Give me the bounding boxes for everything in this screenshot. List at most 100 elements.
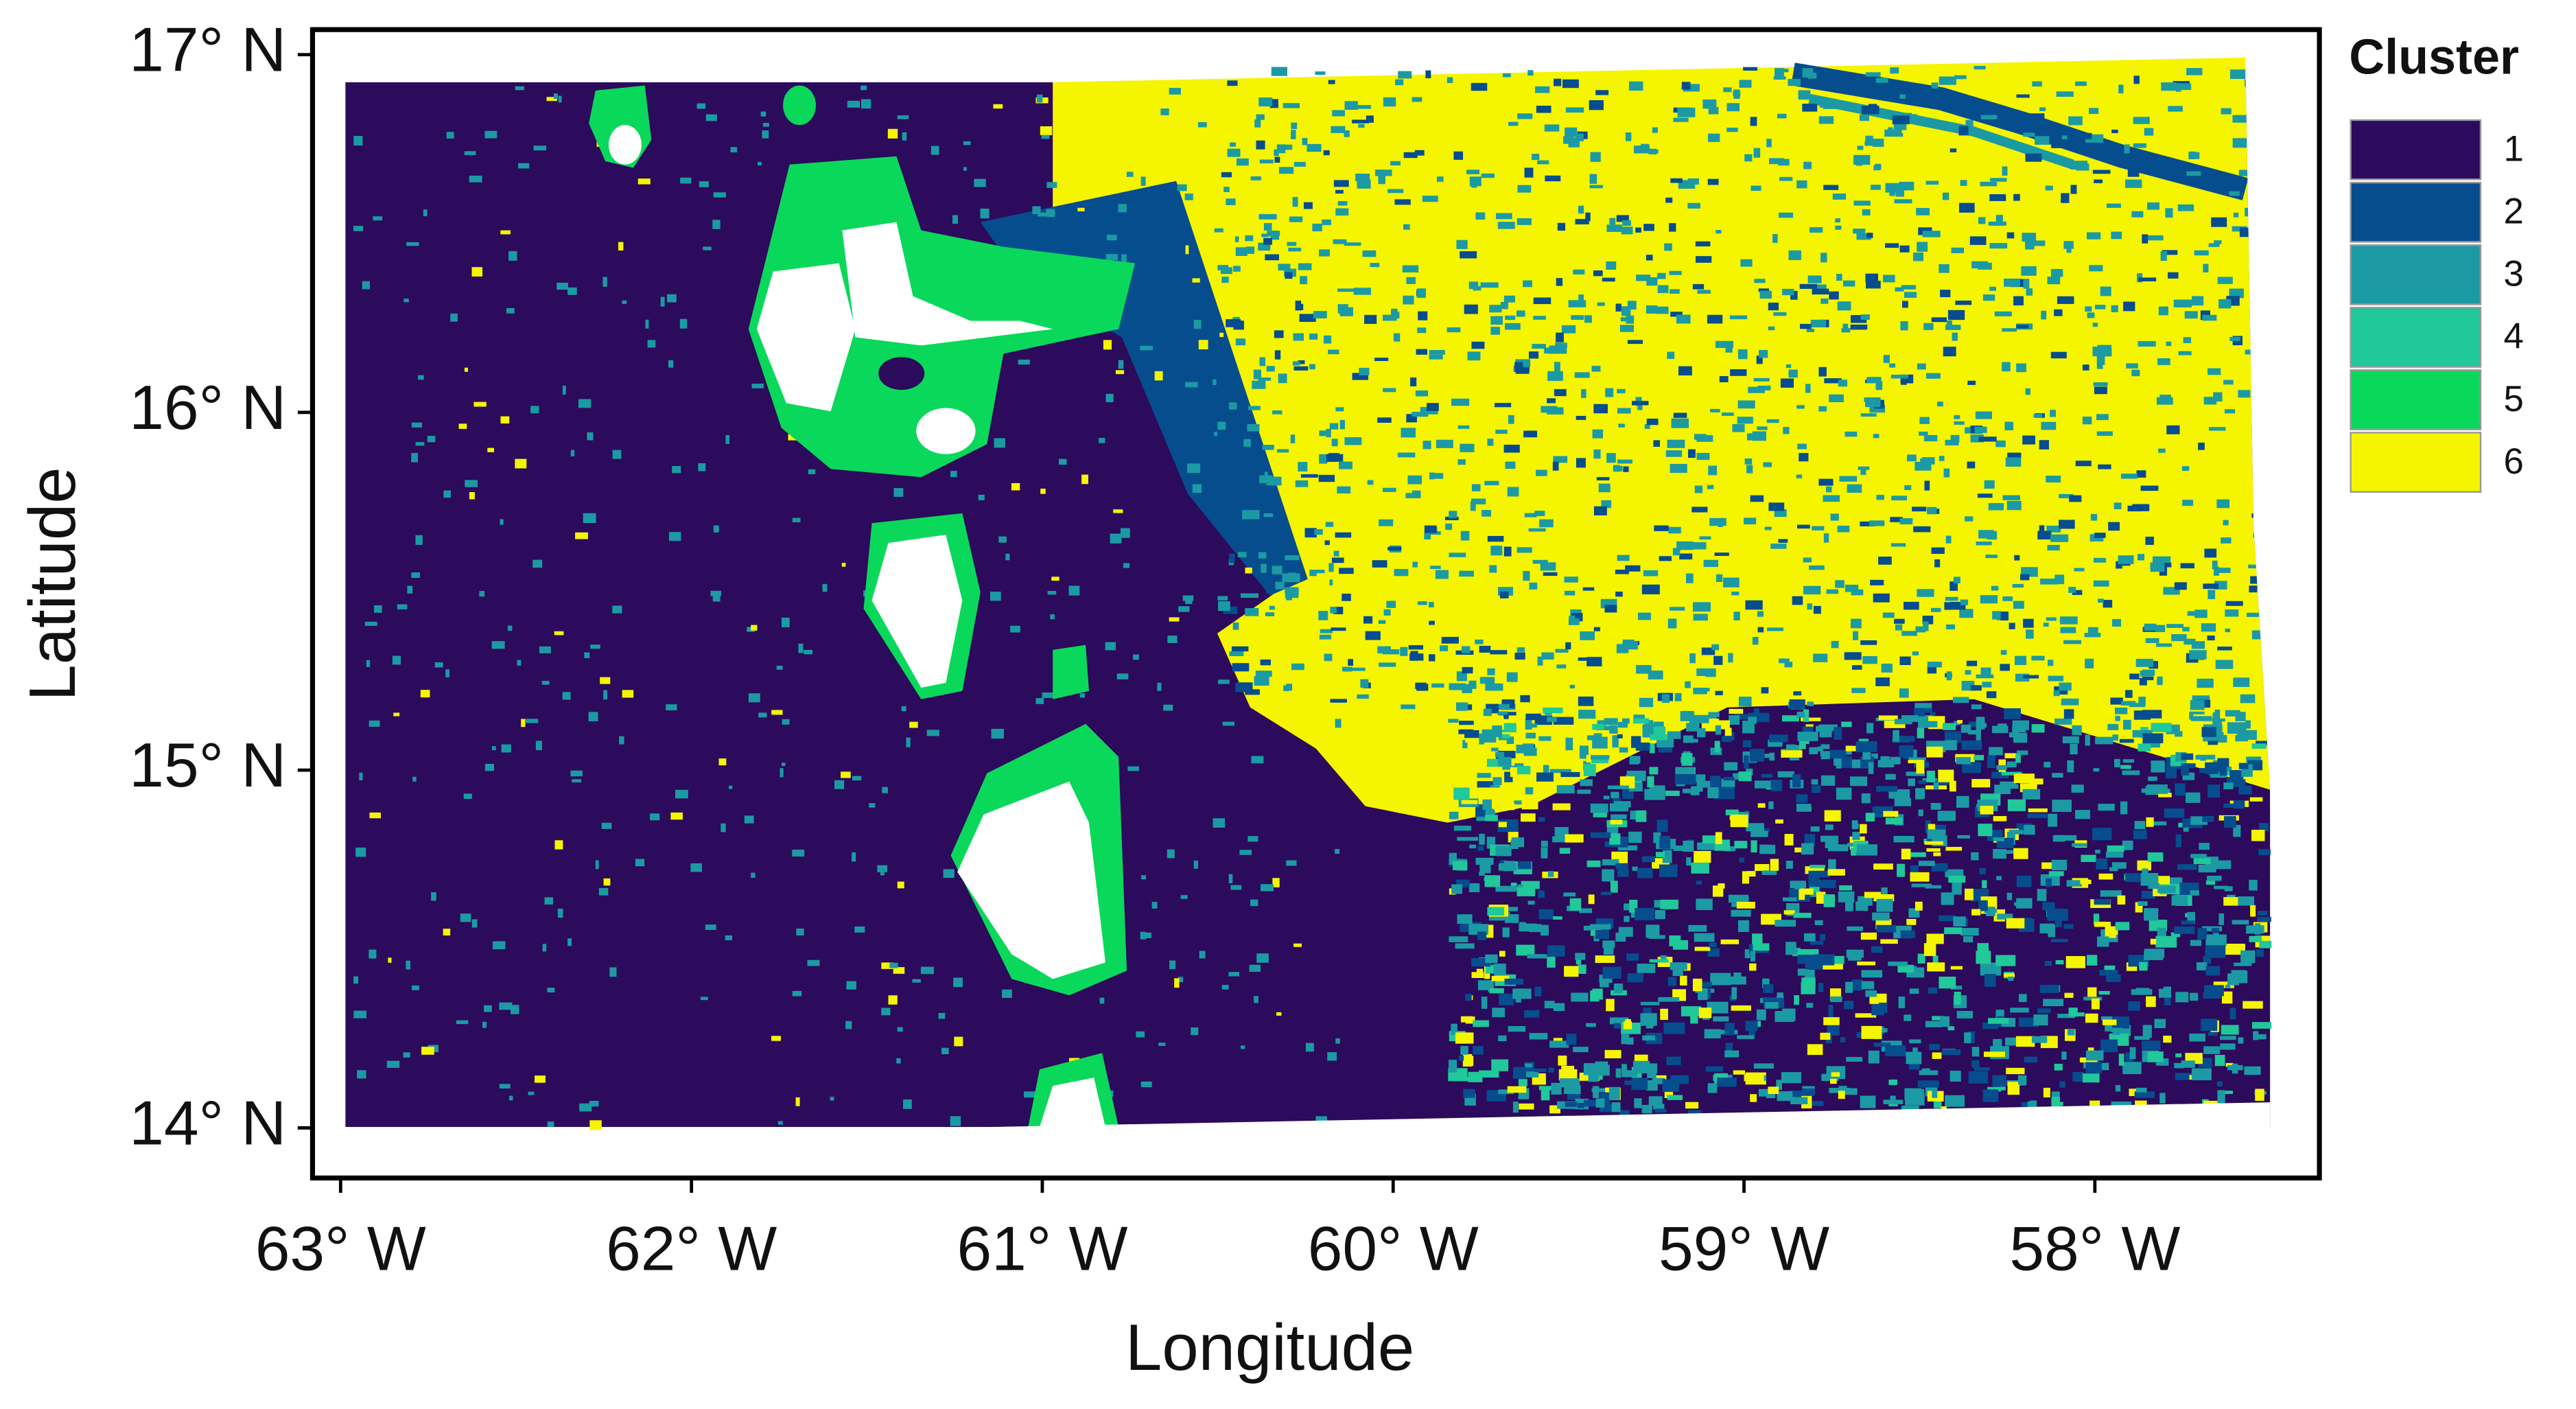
speckle bbox=[1566, 1034, 1577, 1045]
speckle bbox=[2111, 231, 2122, 240]
speckle bbox=[2166, 341, 2172, 347]
speckle bbox=[2213, 566, 2219, 576]
speckle bbox=[547, 1121, 554, 1127]
speckle bbox=[2094, 386, 2107, 395]
speckle bbox=[1894, 797, 1911, 806]
speckle bbox=[463, 793, 472, 800]
speckle bbox=[2214, 860, 2232, 870]
speckle bbox=[1639, 697, 1654, 708]
speckle bbox=[1744, 755, 1749, 769]
speckle bbox=[1879, 1002, 1888, 1013]
speckle bbox=[501, 744, 511, 753]
speckle bbox=[2057, 296, 2074, 304]
speckle bbox=[2214, 885, 2229, 889]
speckle bbox=[1005, 553, 1010, 561]
speckle bbox=[1725, 1043, 1733, 1055]
speckle bbox=[1528, 351, 1539, 359]
speckle bbox=[1748, 386, 1765, 393]
speckle bbox=[1761, 870, 1777, 875]
speckle bbox=[1960, 599, 1969, 605]
speckle bbox=[2098, 990, 2110, 995]
speckle bbox=[1460, 1016, 1473, 1023]
speckle bbox=[1852, 979, 1863, 991]
speckle bbox=[1894, 618, 1905, 624]
speckle bbox=[2092, 828, 2112, 841]
speckle bbox=[1779, 658, 1790, 664]
speckle bbox=[1390, 161, 1401, 166]
speckle bbox=[1624, 916, 1630, 922]
speckle bbox=[1479, 862, 1491, 874]
speckle bbox=[1032, 206, 1041, 215]
speckle bbox=[1757, 385, 1771, 391]
speckle bbox=[1470, 501, 1476, 511]
speckle bbox=[1845, 584, 1859, 592]
speckle bbox=[887, 128, 898, 139]
speckle bbox=[1851, 688, 1866, 693]
speckle bbox=[1622, 220, 1631, 226]
speckle bbox=[1708, 106, 1719, 115]
speckle bbox=[1126, 172, 1134, 177]
speckle bbox=[1807, 72, 1817, 79]
speckle bbox=[1988, 221, 2006, 226]
speckle bbox=[2214, 568, 2231, 573]
speckle bbox=[1235, 247, 1248, 256]
speckle bbox=[2223, 897, 2238, 906]
speckle bbox=[1723, 776, 1735, 781]
speckle bbox=[1192, 484, 1202, 493]
speckle bbox=[1498, 822, 1507, 828]
speckle bbox=[2259, 940, 2280, 948]
speckle bbox=[2043, 999, 2064, 1007]
speckle bbox=[1796, 711, 1805, 718]
speckle bbox=[1989, 747, 2003, 756]
speckle bbox=[1743, 67, 1758, 71]
speckle bbox=[2094, 899, 2111, 905]
speckle bbox=[1471, 498, 1486, 504]
speckle bbox=[1853, 200, 1871, 206]
speckle bbox=[1825, 838, 1838, 848]
speckle bbox=[2140, 485, 2159, 491]
speckle bbox=[1738, 771, 1752, 782]
speckle bbox=[1543, 572, 1558, 577]
speckle bbox=[1752, 933, 1763, 946]
speckle bbox=[2148, 660, 2159, 669]
speckle bbox=[2199, 768, 2206, 773]
speckle bbox=[2134, 821, 2146, 830]
speckle bbox=[388, 957, 392, 963]
speckle bbox=[1565, 737, 1573, 751]
speckle bbox=[1682, 789, 1693, 793]
speckle bbox=[1199, 951, 1206, 959]
speckle bbox=[2224, 886, 2233, 892]
speckle bbox=[2072, 725, 2082, 736]
speckle bbox=[1726, 103, 1740, 112]
speckle bbox=[950, 471, 957, 478]
speckle bbox=[1674, 773, 1696, 784]
speckle bbox=[1978, 436, 1997, 442]
speckle bbox=[1731, 987, 1737, 1000]
speckle bbox=[2033, 1014, 2048, 1026]
speckle bbox=[1609, 725, 1618, 734]
speckle bbox=[1444, 516, 1459, 520]
speckle bbox=[434, 662, 443, 668]
speckle bbox=[1592, 429, 1604, 439]
speckle bbox=[1976, 542, 1992, 546]
speckle bbox=[1878, 556, 1892, 565]
speckle bbox=[1382, 314, 1397, 321]
speckle bbox=[2258, 849, 2273, 856]
speckle bbox=[1993, 1038, 2002, 1047]
speckle bbox=[2116, 561, 2122, 569]
speckle bbox=[1479, 677, 1495, 684]
speckle bbox=[1374, 170, 1392, 176]
speckle bbox=[1319, 634, 1331, 640]
speckle bbox=[1958, 126, 1969, 136]
speckle bbox=[1449, 511, 1457, 518]
speckle bbox=[2135, 1087, 2147, 1093]
speckle bbox=[1852, 831, 1860, 840]
speckle bbox=[1686, 857, 1691, 866]
speckle bbox=[1272, 566, 1283, 574]
speckle bbox=[1286, 684, 1293, 691]
speckle bbox=[1907, 454, 1917, 462]
speckle bbox=[1277, 449, 1289, 453]
speckle bbox=[901, 706, 906, 712]
speckle bbox=[1300, 276, 1307, 285]
